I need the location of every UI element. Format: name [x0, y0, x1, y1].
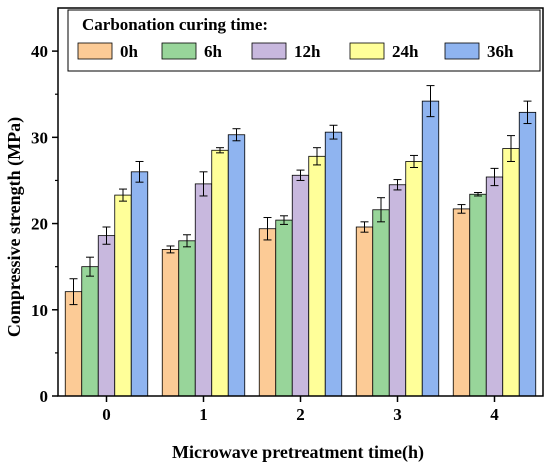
bar-12h-1 [194, 183, 213, 397]
y-tick-label-20: 20 [31, 215, 48, 234]
y-tick-label-0: 0 [40, 387, 49, 406]
legend-label-36h: 36h [487, 42, 514, 61]
error-bar-6h-4 [474, 192, 482, 197]
error-bar-36h-2 [329, 124, 338, 140]
legend-swatch-12h [251, 42, 287, 60]
bar-36h-1 [227, 134, 246, 397]
x-tick-label-4: 4 [490, 405, 499, 424]
error-bar-0h-2 [263, 217, 272, 241]
y-tick-label-10: 10 [31, 301, 48, 320]
legend-label-12h: 12h [294, 42, 321, 61]
legend-swatch-6h [161, 42, 197, 60]
bar-24h-4 [502, 148, 520, 397]
bars-layer [64, 85, 537, 397]
legend-swatch-36h [444, 42, 480, 60]
legend: Carbonation curing time: 0h 6h 12h 24h 36h [67, 9, 541, 72]
error-bar-12h-2 [296, 169, 305, 181]
bar-6h-3 [372, 209, 390, 397]
bar-0h-4 [452, 208, 471, 397]
error-bar-0h-0 [69, 278, 78, 306]
error-bar-36h-3 [426, 85, 435, 118]
bar-24h-3 [405, 161, 423, 397]
error-bar-12h-1 [199, 171, 208, 197]
error-bar-36h-4 [523, 100, 532, 125]
bar-24h-0 [114, 194, 132, 397]
error-bar-0h-1 [166, 245, 175, 254]
legend-title: Carbonation curing time: [82, 15, 268, 34]
bar-0h-3 [355, 226, 374, 397]
y-axis-title: Compressive strength (MPa) [4, 117, 25, 337]
bar-36h-0 [130, 171, 149, 397]
error-bar-24h-4 [507, 135, 515, 162]
x-tick-label-2: 2 [296, 405, 305, 424]
x-tick-label-1: 1 [199, 405, 208, 424]
x-axis-title: Microwave pretreatment time(h) [172, 442, 424, 463]
bar-24h-2 [308, 155, 326, 397]
error-bar-12h-0 [102, 226, 111, 245]
bar-12h-3 [388, 184, 407, 397]
bar-12h-0 [97, 235, 116, 397]
error-bar-0h-4 [457, 204, 466, 214]
bar-36h-3 [421, 100, 440, 397]
bar-0h-1 [161, 249, 180, 397]
error-bar-6h-2 [280, 215, 288, 225]
bar-6h-1 [178, 240, 196, 397]
y-tick-label-40: 40 [31, 42, 48, 61]
legend-label-0h: 0h [120, 42, 139, 61]
error-bar-36h-1 [232, 128, 241, 142]
bar-6h-4 [469, 193, 487, 397]
error-bar-24h-3 [410, 154, 418, 169]
error-bar-24h-0 [119, 188, 127, 202]
bar-24h-1 [211, 149, 229, 397]
x-tick-label-0: 0 [102, 405, 111, 424]
legend-swatch-0h [77, 42, 113, 60]
error-bar-12h-3 [393, 179, 402, 191]
bar-12h-2 [291, 174, 310, 397]
error-bar-6h-0 [86, 256, 94, 277]
error-bar-12h-4 [490, 167, 499, 187]
error-bar-24h-2 [313, 147, 321, 166]
bar-6h-0 [81, 266, 99, 397]
bar-36h-2 [324, 131, 343, 397]
bar-0h-2 [258, 228, 277, 397]
error-bar-0h-3 [360, 221, 369, 233]
axes-layer: 0 10 20 30 40 0 1 2 3 4 [31, 7, 544, 424]
error-bar-36h-0 [135, 160, 144, 183]
error-bar-24h-1 [216, 147, 224, 154]
x-tick-label-3: 3 [393, 405, 402, 424]
legend-swatch-24h [349, 42, 385, 60]
y-tick-label-30: 30 [31, 128, 48, 147]
bar-6h-2 [275, 219, 293, 397]
legend-label-6h: 6h [204, 42, 223, 61]
legend-box [67, 9, 541, 72]
bar-36h-4 [518, 111, 537, 397]
bar-12h-4 [485, 176, 504, 397]
legend-label-24h: 24h [392, 42, 419, 61]
error-bar-6h-3 [377, 197, 385, 223]
error-bar-6h-1 [183, 234, 191, 248]
bar-0h-0 [64, 291, 83, 397]
